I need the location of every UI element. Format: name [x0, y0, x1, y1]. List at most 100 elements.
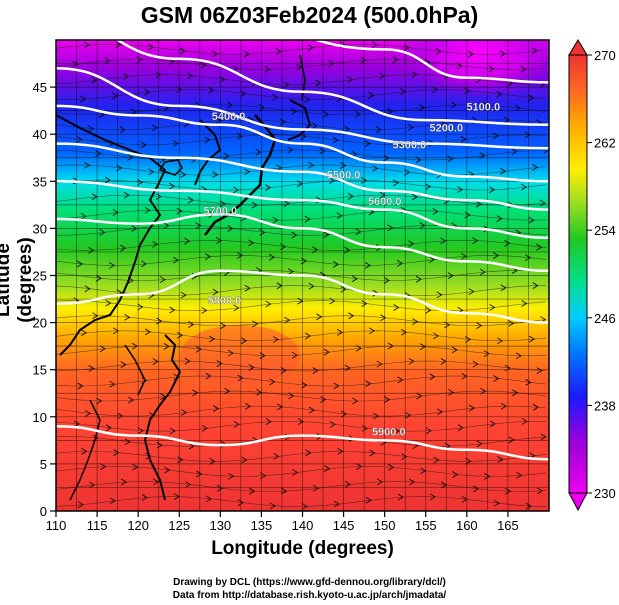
- wind-arrow: [404, 411, 411, 419]
- wind-arrow: [393, 427, 400, 435]
- wind-arrow: [403, 44, 410, 51]
- contour-5900: [56, 424, 549, 461]
- wind-arrow: [124, 438, 131, 446]
- wind-arrow: [484, 473, 491, 480]
- wind-arrow: [418, 104, 425, 111]
- wind-arrow: [312, 367, 319, 374]
- wind-arrow: [452, 471, 459, 478]
- wind-arrow: [265, 418, 272, 425]
- wind-arrow: [304, 332, 311, 340]
- wind-arrow: [483, 350, 490, 358]
- wind-arrow: [269, 378, 276, 386]
- streamline: [56, 451, 547, 462]
- wind-arrow: [280, 487, 287, 495]
- wind-arrow: [212, 171, 219, 178]
- wind-arrow: [432, 208, 439, 215]
- wind-arrow: [384, 396, 391, 403]
- wind-arrow: [115, 41, 122, 48]
- wind-arrow: [532, 403, 539, 411]
- wind-arrow: [392, 56, 399, 63]
- wind-arrow: [83, 41, 90, 49]
- wind-arrow: [188, 442, 195, 450]
- wind-arrow: [504, 364, 511, 372]
- wind-arrow: [488, 65, 495, 73]
- wind-arrow: [457, 424, 464, 432]
- wind-arrow: [408, 240, 415, 248]
- wind-arrow: [147, 43, 154, 51]
- wind-arrow: [236, 132, 243, 140]
- wind-arrow: [528, 335, 535, 343]
- streamline: [56, 405, 547, 417]
- wind-arrow: [337, 448, 344, 455]
- contour-label: 5500.0: [327, 169, 361, 181]
- streamline: [56, 466, 547, 477]
- wind-arrow: [116, 412, 123, 420]
- wind-arrow: [365, 496, 372, 504]
- wind-arrow: [112, 209, 119, 216]
- streamline: [56, 149, 547, 161]
- colorbar-body: [568, 54, 588, 494]
- wind-arrow: [500, 167, 507, 175]
- wind-arrow: [436, 408, 443, 416]
- wind-arrow: [137, 427, 144, 435]
- colorbar-tick-label: 238: [594, 398, 616, 413]
- y-tick-label: 20: [33, 316, 47, 331]
- wind-arrow: [95, 150, 102, 157]
- wind-arrow: [347, 76, 354, 83]
- wind-arrow: [304, 215, 311, 223]
- wind-arrow: [123, 73, 130, 80]
- wind-arrow: [476, 440, 483, 448]
- contour-5500: [56, 142, 549, 211]
- wind-arrow: [88, 246, 95, 254]
- wind-arrow: [240, 337, 247, 345]
- wind-arrow: [220, 322, 227, 330]
- wind-arrow: [361, 300, 368, 307]
- wind-arrow: [472, 485, 479, 493]
- wind-arrow: [497, 456, 504, 463]
- wind-arrow: [73, 420, 80, 428]
- y-tick-label: 40: [33, 127, 47, 142]
- wind-arrow: [397, 376, 404, 384]
- wind-arrow: [496, 90, 503, 98]
- wind-arrow: [91, 193, 98, 201]
- wind-arrow: [265, 300, 272, 308]
- wind-arrow: [365, 380, 372, 388]
- wind-arrow: [212, 288, 219, 296]
- wind-arrow: [429, 373, 436, 381]
- wind-arrow: [124, 313, 131, 321]
- wind-arrow: [201, 424, 208, 432]
- wind-arrow: [169, 306, 176, 314]
- wind-arrow: [355, 344, 362, 352]
- wind-arrow: [164, 466, 171, 474]
- wind-arrow: [352, 397, 359, 405]
- wind-arrow: [120, 478, 127, 486]
- wind-arrow: [464, 87, 471, 95]
- wind-arrow: [521, 300, 528, 307]
- wind-arrow: [514, 104, 521, 112]
- wind-arrow: [287, 146, 294, 154]
- wind-arrow: [216, 485, 223, 492]
- wind-arrow: [368, 327, 375, 335]
- wind-arrow: [397, 493, 404, 501]
- wind-arrow: [528, 216, 535, 224]
- wind-arrow: [343, 125, 350, 133]
- wind-arrow: [173, 493, 180, 501]
- wind-arrow: [260, 472, 267, 479]
- y-tick-label: 35: [33, 174, 47, 189]
- wind-arrow: [369, 449, 376, 457]
- wind-arrow: [280, 243, 287, 251]
- wind-arrow: [340, 285, 347, 293]
- wind-arrow: [84, 161, 91, 169]
- wind-arrow: [81, 448, 88, 455]
- wind-arrow: [460, 135, 467, 143]
- wind-arrow: [348, 312, 355, 320]
- wind-arrow: [88, 365, 95, 372]
- wind-arrow: [91, 76, 98, 84]
- wind-arrow: [408, 478, 415, 486]
- wind-arrow: [212, 405, 219, 412]
- wind-arrow: [152, 240, 159, 248]
- wind-arrow: [187, 72, 194, 80]
- wind-arrow: [208, 87, 215, 94]
- wind-arrow: [227, 225, 234, 232]
- wind-arrow: [187, 196, 194, 204]
